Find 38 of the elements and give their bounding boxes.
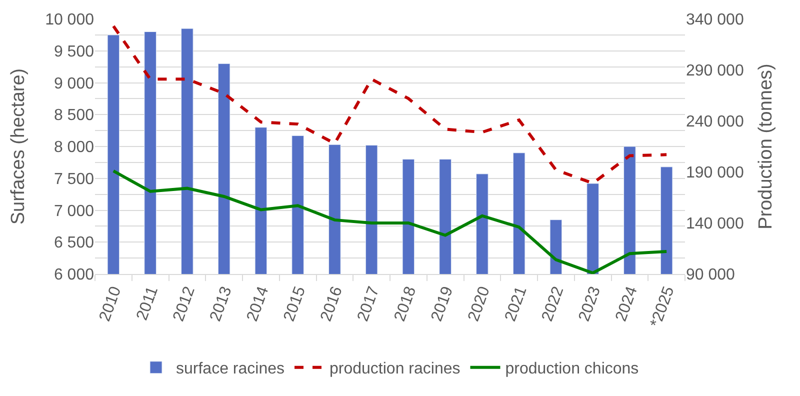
x-tick-label: 2023 [576,284,604,324]
y-tick-label: 8 000 [54,139,94,156]
y-tick-label: 9 500 [54,43,94,60]
y-tick-label: 7 500 [54,170,94,188]
x-tick-label: 2017 [354,284,383,324]
x-tick-label: 2010 [96,284,125,324]
y-tick-label: 6 000 [54,266,94,284]
x-tick-label: 2013 [207,284,236,324]
y2-tick-label: 290 000 [686,62,744,80]
x-tick-label: *2025 [648,284,678,330]
x-tick-label: 2024 [612,284,641,324]
y2-tick-label: 340 000 [686,12,744,29]
legend-label: surface racines [176,360,284,378]
x-tick-label: 2018 [392,284,420,324]
y-tick-label: 7 000 [54,202,94,220]
x-tick-label: 2012 [170,284,198,324]
y-tick-label: 9 000 [54,75,94,92]
y2-tick-label: 140 000 [686,216,744,233]
x-tick-label: 2011 [134,284,162,323]
line-series [112,24,668,185]
legend-label: production racines [330,360,460,378]
y-tick-label: 10 000 [45,12,94,29]
legend-label: production chicons [505,360,639,378]
x-tick-label: 2015 [280,284,310,324]
y-tick-label: 6 500 [54,234,94,252]
y2-tick-label: 90 000 [686,266,736,284]
x-tick-label: 2021 [502,284,530,324]
y2-tick-label: 190 000 [686,164,744,182]
y-tick-label: 8 500 [54,107,94,124]
x-tick-label: 2020 [465,284,494,324]
y2-tick-label: 240 000 [686,114,744,131]
x-tick-label: 2022 [539,284,568,324]
x-tick-label: 2019 [428,284,457,324]
x-tick-label: 2014 [244,284,272,324]
line-series [112,169,668,274]
y-axis-title: Surfaces (hectare) [8,68,29,225]
y2-axis-title: Production (tonnes) [756,64,777,230]
x-tick-label: 2016 [318,284,346,324]
